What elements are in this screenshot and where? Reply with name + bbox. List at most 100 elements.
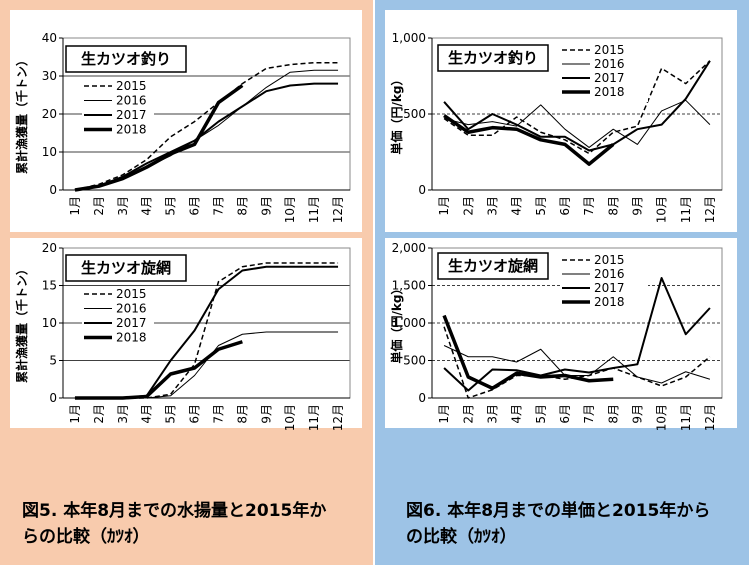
x-tick-label: 8月 bbox=[235, 196, 249, 216]
x-tick-label: 3月 bbox=[485, 404, 499, 424]
y-tick-label: 20 bbox=[42, 241, 57, 255]
x-tick-label: 4月 bbox=[140, 404, 154, 424]
x-tick-label: 1月 bbox=[68, 404, 82, 424]
legend-label: 2016 bbox=[594, 57, 625, 71]
legend-label: 2018 bbox=[116, 331, 147, 345]
x-tick-label: 1月 bbox=[437, 196, 451, 216]
x-tick-label: 4月 bbox=[510, 196, 524, 216]
x-tick-label: 10月 bbox=[655, 404, 669, 431]
x-tick-label: 10月 bbox=[655, 196, 669, 223]
x-tick-label: 7月 bbox=[582, 196, 596, 216]
chart-title: 生カツオ釣り bbox=[81, 50, 171, 68]
x-tick-label: 4月 bbox=[510, 404, 524, 424]
x-tick-label: 9月 bbox=[630, 196, 644, 216]
x-tick-label: 6月 bbox=[558, 196, 572, 216]
y-tick-label: 30 bbox=[42, 69, 57, 83]
series-line bbox=[74, 340, 243, 400]
chart-title: 生カツオ旋網 bbox=[448, 257, 538, 275]
y-tick-label: 10 bbox=[42, 145, 57, 159]
x-tick-label: 3月 bbox=[116, 404, 130, 424]
x-tick-label: 11月 bbox=[307, 404, 321, 431]
y-tick-label: 10 bbox=[42, 316, 57, 330]
legend-label: 2016 bbox=[594, 267, 625, 281]
x-tick-label: 3月 bbox=[485, 196, 499, 216]
legend-label: 2015 bbox=[116, 79, 147, 93]
x-tick-label: 6月 bbox=[558, 404, 572, 424]
x-tick-label: 8月 bbox=[235, 404, 249, 424]
title-box bbox=[437, 44, 549, 72]
caption: 図5. 本年8月までの水揚量と2015年からの比較（ｶﾂｵ） bbox=[22, 501, 327, 547]
chart-title: 生カツオ旋網 bbox=[81, 259, 171, 277]
x-tick-label: 7月 bbox=[211, 404, 225, 424]
legend-label: 2015 bbox=[116, 287, 147, 301]
x-tick-label: 2月 bbox=[92, 404, 106, 424]
legend-label: 2017 bbox=[116, 108, 147, 122]
y-axis-label: 単価（円/kg） bbox=[389, 283, 404, 364]
title-box bbox=[437, 252, 549, 280]
x-tick-label: 8月 bbox=[606, 196, 620, 216]
y-axis-label: 単価（円/kg） bbox=[389, 74, 404, 155]
x-tick-label: 9月 bbox=[630, 404, 644, 424]
legend-label: 2015 bbox=[594, 253, 625, 267]
x-tick-label: 9月 bbox=[259, 404, 273, 424]
series-line bbox=[443, 60, 711, 152]
series-line bbox=[74, 84, 244, 192]
x-tick-label: 9月 bbox=[259, 196, 273, 216]
x-tick-label: 10月 bbox=[283, 196, 297, 223]
y-tick-label: 1,000 bbox=[392, 31, 426, 45]
series-line bbox=[443, 99, 711, 148]
x-tick-label: 2月 bbox=[461, 404, 475, 424]
series-line bbox=[443, 114, 615, 166]
y-tick-label: 0 bbox=[418, 391, 426, 405]
y-tick-label: 1,500 bbox=[392, 279, 426, 293]
caption: 図6. 本年8月までの単価と2015年からの比較（ｶﾂｵ） bbox=[406, 501, 711, 547]
x-tick-label: 7月 bbox=[211, 196, 225, 216]
series-line bbox=[442, 314, 614, 390]
y-tick-label: 500 bbox=[403, 354, 426, 368]
series-line bbox=[74, 61, 339, 191]
y-tick-label: 40 bbox=[42, 31, 57, 45]
x-tick-label: 6月 bbox=[188, 196, 202, 216]
x-tick-label: 2月 bbox=[92, 196, 106, 216]
y-tick-label: 0 bbox=[418, 183, 426, 197]
series-line bbox=[443, 345, 711, 384]
series-line bbox=[443, 326, 711, 399]
x-tick-label: 8月 bbox=[606, 404, 620, 424]
x-tick-label: 7月 bbox=[582, 404, 596, 424]
legend-label: 2015 bbox=[594, 43, 625, 57]
y-tick-label: 0 bbox=[49, 391, 57, 405]
y-axis-label: 累計漁獲量（千トン） bbox=[14, 263, 29, 383]
legend-label: 2017 bbox=[594, 71, 625, 85]
x-tick-label: 4月 bbox=[140, 196, 154, 216]
x-tick-label: 1月 bbox=[68, 196, 82, 216]
legend-label: 2016 bbox=[116, 302, 147, 316]
series-line bbox=[443, 60, 711, 155]
y-tick-label: 0 bbox=[49, 183, 57, 197]
x-tick-label: 1月 bbox=[437, 404, 451, 424]
x-tick-label: 12月 bbox=[331, 196, 345, 223]
y-tick-label: 5 bbox=[49, 354, 57, 368]
x-tick-label: 3月 bbox=[116, 196, 130, 216]
legend-label: 2018 bbox=[116, 123, 147, 137]
title-box bbox=[65, 254, 187, 282]
y-tick-label: 20 bbox=[42, 107, 57, 121]
x-tick-label: 11月 bbox=[679, 404, 693, 431]
x-tick-label: 12月 bbox=[703, 404, 717, 431]
legend-label: 2017 bbox=[594, 281, 625, 295]
x-tick-label: 10月 bbox=[283, 404, 297, 431]
legend-label: 2016 bbox=[116, 94, 147, 108]
x-tick-label: 2月 bbox=[461, 196, 475, 216]
x-tick-label: 5月 bbox=[164, 404, 178, 424]
y-tick-label: 1,000 bbox=[392, 316, 426, 330]
y-axis-label: 累計漁獲量（千トン） bbox=[14, 54, 29, 174]
y-tick-label: 15 bbox=[42, 279, 57, 293]
x-tick-label: 11月 bbox=[307, 196, 321, 223]
x-tick-label: 12月 bbox=[331, 404, 345, 431]
title-box bbox=[65, 45, 187, 73]
x-tick-label: 11月 bbox=[679, 196, 693, 223]
series-line bbox=[443, 277, 711, 392]
y-tick-label: 2,000 bbox=[392, 241, 426, 255]
x-tick-label: 5月 bbox=[534, 404, 548, 424]
